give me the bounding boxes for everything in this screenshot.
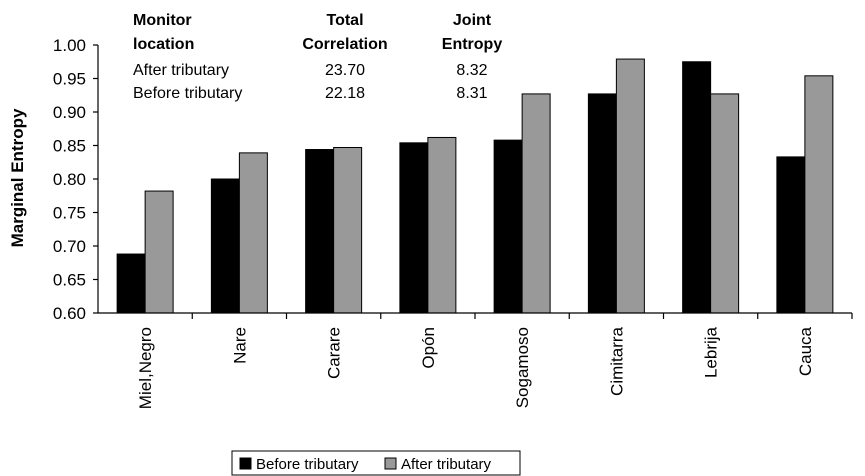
bar-after-tributary [521,93,551,314]
bar-after-tributary [238,152,268,314]
x-category-label: Cauca [796,326,815,376]
x-category-label: Lebrija [702,326,721,378]
y-tick-label: 1.00 [53,36,86,55]
legend-label: After tributary [401,456,492,473]
bar-before-tributary [399,142,429,314]
table-cell: 8.31 [456,85,487,102]
bar-after-tributary [615,58,645,314]
y-tick-label: 0.65 [53,271,86,290]
bar-before-tributary [682,61,712,314]
x-category-label: Carare [325,327,344,379]
x-axis: Miel,Negro Nare Carare Opón Sogamoso Cimitarr… [98,312,853,409]
bar-before-tributary [776,156,806,314]
bar-after-tributary [427,136,457,314]
x-category-label: Nare [230,327,249,364]
table-cell: After tributary [133,62,229,79]
bar-before-tributary [305,149,335,314]
bar-after-tributary [804,75,834,314]
y-tick-label: 0.80 [53,170,86,189]
legend: Before tributary After tributary [231,450,521,476]
x-category-label: Miel,Negro [136,327,155,409]
table-header: Monitor [133,12,192,29]
bar-after-tributary [333,147,363,314]
plot-area [116,58,834,314]
y-axis-label: Marginal Entropy [8,108,27,247]
y-tick-label: 0.60 [53,304,86,323]
y-tick-label: 0.70 [53,237,86,256]
bar-before-tributary [116,253,146,314]
bar-after-tributary [710,93,740,314]
x-category-label: Cimitarra [607,326,626,395]
stats-table: Monitor location Total Correlation Joint Entr… [133,12,502,102]
legend-label: Before tributary [256,456,359,473]
table-cell: 8.32 [456,62,487,79]
y-axis: 0.60 0.65 0.70 0.75 0.80 0.85 0.90 0.95 1.00 [53,36,99,323]
table-header: Correlation [302,36,387,53]
y-tick-label: 0.90 [53,103,86,122]
table-cell: Before tributary [133,85,242,102]
x-category-label: Opón [419,327,438,369]
legend-box [231,450,521,476]
legend-swatch [239,457,252,470]
y-tick-label: 0.75 [53,204,86,223]
table-header: Entropy [442,36,503,53]
x-category-label: Sogamoso [513,327,532,408]
table-header: Total [326,12,363,29]
bar-before-tributary [210,178,240,314]
bar-before-tributary [587,93,617,314]
table-cell: 23.70 [325,62,365,79]
y-tick-label: 0.95 [53,70,86,89]
y-tick-label: 0.85 [53,137,86,156]
table-header: location [133,36,194,53]
legend-swatch [384,457,397,470]
bar-before-tributary [493,139,523,314]
table-header: Joint [453,12,492,29]
bar-after-tributary [144,190,174,314]
table-cell: 22.18 [325,85,365,102]
